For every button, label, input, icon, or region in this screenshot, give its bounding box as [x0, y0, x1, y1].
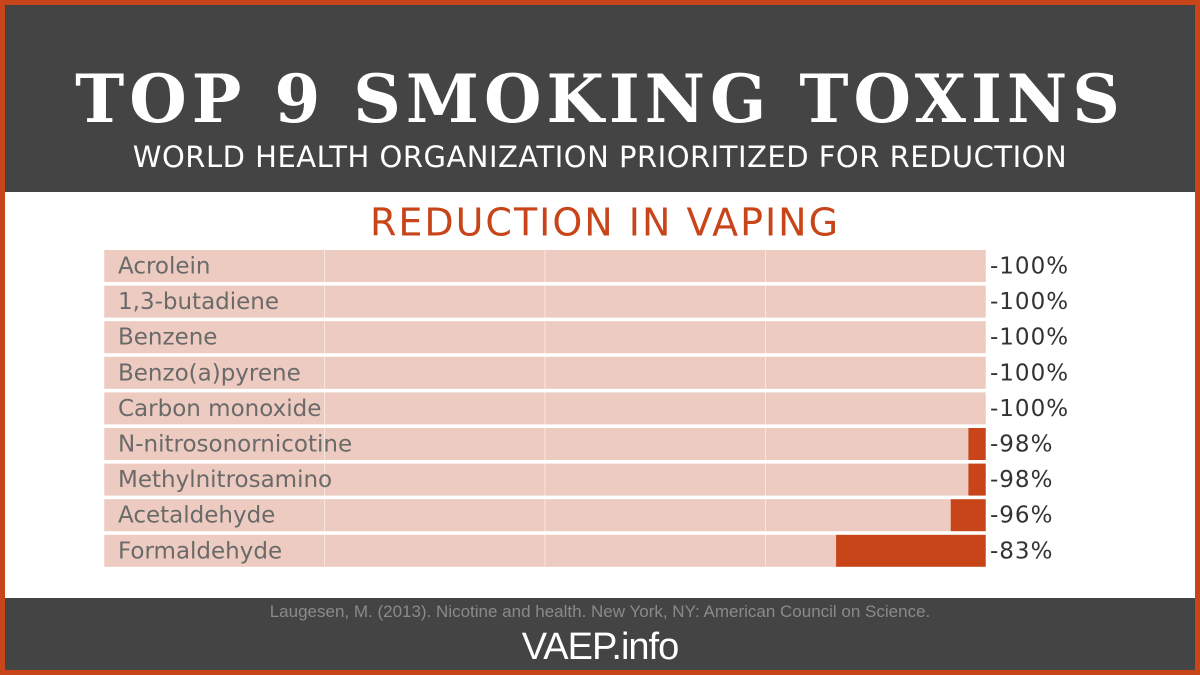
category-label: Methylnitrosamino — [118, 467, 332, 493]
value-label: -100% — [990, 289, 1069, 315]
title: TOP 9 SMOKING TOXINS — [75, 60, 1125, 138]
bar — [104, 463, 969, 496]
category-label: Acetaldehyde — [118, 503, 275, 529]
bar — [104, 428, 969, 460]
bar-remainder — [968, 428, 986, 460]
category-label: Carbon monoxide — [118, 396, 321, 422]
bar — [104, 534, 837, 567]
value-label: -100% — [990, 325, 1069, 351]
chart-title: REDUCTION IN VAPING — [370, 201, 840, 245]
source: Laugesen, M. (2013). Nicotine and health… — [269, 602, 931, 621]
header: TOP 9 SMOKING TOXINS WORLD HEALTH ORGANI… — [5, 5, 1195, 192]
footer: Laugesen, M. (2013). Nicotine and health… — [5, 598, 1195, 670]
value-label: -100% — [990, 396, 1069, 422]
value-label: -100% — [990, 254, 1069, 280]
category-label: Benzene — [118, 325, 217, 351]
value-label: -100% — [990, 360, 1069, 386]
value-label: -96% — [990, 503, 1053, 529]
category-label: N-nitrosonornicotine — [118, 432, 352, 458]
value-label: -98% — [990, 432, 1053, 458]
brand-logo: VAEP.info — [521, 626, 680, 668]
bar-remainder — [836, 534, 986, 567]
value-label: -83% — [990, 538, 1053, 564]
category-label: Formaldehyde — [118, 538, 282, 564]
category-label: Benzo(a)pyrene — [118, 360, 301, 386]
subtitle: WORLD HEALTH ORGANIZATION PRIORITIZED FO… — [132, 140, 1068, 174]
bar — [104, 499, 951, 532]
category-label: 1,3-butadiene — [118, 289, 279, 315]
chart: REDUCTION IN VAPING Acrolein -100% 1,3-but… — [103, 201, 1069, 567]
category-label: Acrolein — [118, 254, 211, 280]
bar-remainder — [950, 499, 986, 532]
bar-remainder — [968, 463, 986, 496]
value-label: -98% — [990, 467, 1053, 493]
